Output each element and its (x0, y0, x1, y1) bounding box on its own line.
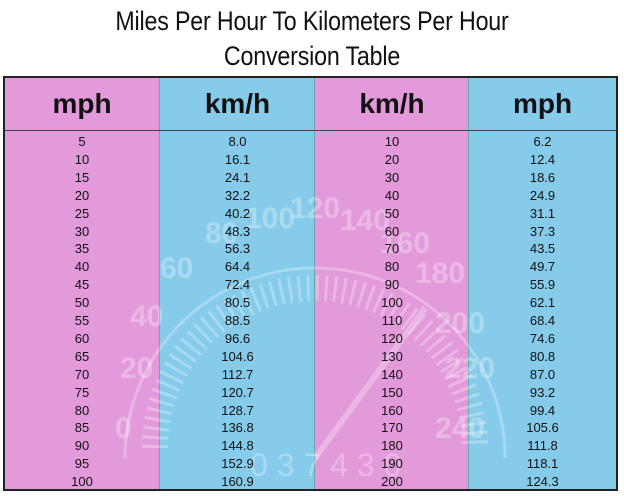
table-cell: 87.0 (529, 366, 556, 382)
table-cell: 70 (384, 241, 400, 257)
table-cell: 104.6 (221, 348, 254, 364)
table-cell: 111.8 (527, 438, 558, 454)
table-cell: 130 (381, 348, 403, 364)
table-cell: 90 (384, 277, 400, 293)
table-cell: 50 (384, 205, 400, 221)
table-cell: 10 (74, 151, 90, 167)
table-cell: 35 (74, 241, 90, 257)
title-line-2: Conversion Table (223, 41, 401, 71)
table-cell: 15 (74, 169, 90, 185)
table-cell: 72.4 (224, 277, 251, 293)
column-2: km/h 10 20 30 40 50 60 70 80 90 100 110 120 130 140 15… (314, 78, 469, 489)
table-cell: 110 (381, 313, 403, 328)
page-title: Miles Per Hour To Kilometers Per Hour Co… (44, 4, 581, 74)
table-cell: 16.1 (224, 151, 251, 167)
table-cell: 100 (381, 295, 403, 311)
table-cell: 160.9 (221, 474, 254, 490)
column-mph-left (5, 78, 159, 489)
table-cell: 50 (74, 295, 90, 311)
header-mph: mph (52, 88, 112, 119)
table-cell: 43.5 (529, 241, 556, 257)
table-cell: 140 (381, 366, 403, 382)
table-cell: 60 (74, 330, 90, 346)
table-cell: 12.4 (529, 151, 556, 167)
table-cell: 48.3 (224, 223, 251, 239)
table-cell: 99.4 (529, 402, 556, 418)
table-cell: 55.9 (529, 277, 556, 293)
column-kmh-right (314, 78, 469, 489)
table-cell: 93.2 (529, 384, 556, 400)
column-1: km/h 8.0 16.1 24.1 32.2 40.2 48.3 56.3 64.4 72.4… (159, 78, 315, 489)
table-cell: 105.6 (526, 420, 559, 436)
table-cell: 100 (71, 474, 93, 490)
table-cell: 70 (74, 366, 90, 382)
table-cell: 80 (74, 402, 90, 418)
table-cell: 25 (74, 205, 90, 221)
table-cell: 95 (74, 456, 90, 472)
table-cell: 60 (384, 223, 400, 239)
table-cell: 128.7 (221, 402, 254, 418)
table-cell: 30 (74, 223, 90, 239)
table-cell: 18.6 (529, 169, 556, 185)
header-divider (5, 130, 616, 131)
header-mph-2: mph (512, 88, 573, 119)
table-cell: 74.6 (529, 330, 556, 346)
table-cell: 80 (384, 259, 400, 275)
table-cell: 5 (78, 134, 86, 149)
table-cell: 144.8 (221, 438, 254, 454)
table-cell: 32.2 (224, 187, 251, 203)
column-kmh-left (159, 78, 315, 489)
table-cell: 120.7 (221, 384, 254, 400)
table-cell: 20 (384, 151, 400, 167)
table-cell: 150 (381, 384, 403, 400)
conversion-table: 0 20 40 60 80 100 120 140 160 180 200 220 240 0 … (3, 76, 618, 491)
table-cell: 90 (74, 438, 90, 454)
header-kmh: km/h (204, 88, 271, 119)
table-cell: 120 (381, 330, 403, 346)
table-cell: 118.1 (526, 456, 559, 472)
table-cell: 152.9 (221, 456, 254, 472)
header-kmh-2: km/h (359, 88, 425, 119)
table-cell: 40.2 (224, 205, 251, 221)
table-cell: 56.3 (224, 241, 251, 257)
table-cell: 75 (74, 384, 90, 400)
table-cell: 85 (74, 420, 90, 436)
table-cell: 62.1 (529, 295, 556, 311)
table-cell: 170 (381, 420, 403, 436)
table-cell: 124.3 (526, 474, 559, 490)
table-cell: 8.0 (228, 134, 247, 149)
table-cell: 200 (381, 474, 403, 490)
table-cell: 30 (384, 169, 400, 185)
table-cell: 190 (381, 456, 403, 472)
title-line-1: Miles Per Hour To Kilometers Per Hour (115, 6, 509, 36)
column-mph-right (468, 78, 616, 489)
column-0: mph 5 10 15 20 25 30 35 40 45 50 55 60 65 70 75 80 85 90 9… (5, 78, 159, 489)
table-cell: 88.5 (224, 313, 251, 328)
table-cell: 112.7 (221, 366, 254, 382)
table-cell: 24.1 (224, 169, 251, 185)
table-cell: 80.8 (529, 348, 556, 364)
table-cell: 40 (74, 259, 90, 275)
table-cell: 160 (381, 402, 403, 418)
table-cell: 180 (381, 438, 403, 454)
table-cell: 31.1 (529, 205, 556, 221)
table-cell: 40 (384, 187, 400, 203)
table-cell: 64.4 (224, 259, 251, 275)
table-cell: 10 (384, 134, 400, 149)
column-3: mph 6.2 12.4 18.6 24.9 31.1 37.3 43.5 49.7 55.9 6… (468, 78, 616, 489)
table-cell: 6.2 (533, 134, 552, 149)
table-cell: 37.3 (529, 223, 556, 239)
table-cell: 136.8 (221, 420, 254, 436)
table-cell: 24.9 (529, 187, 556, 203)
table-cell: 65 (74, 348, 90, 364)
table-cell: 49.7 (529, 259, 556, 275)
table-cell: 55 (74, 313, 90, 328)
table-cell: 20 (74, 187, 90, 203)
table-cell: 80.5 (224, 295, 251, 311)
table-cell: 68.4 (529, 313, 556, 328)
table-cell: 45 (74, 277, 90, 293)
table-cell: 96.6 (224, 330, 251, 346)
